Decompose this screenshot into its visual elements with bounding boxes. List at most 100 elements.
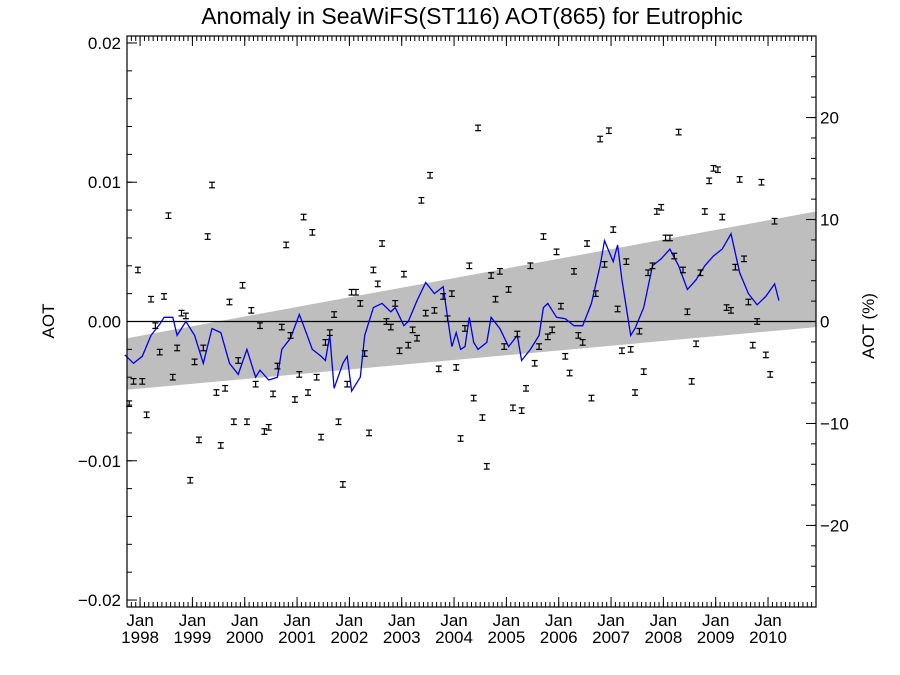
anomaly-point-109 bbox=[597, 135, 604, 143]
anomaly-point-84 bbox=[488, 272, 495, 279]
anomaly-point-147 bbox=[762, 351, 769, 359]
y2-tick-label: −10 bbox=[820, 414, 849, 433]
anomaly-point-17 bbox=[195, 436, 202, 444]
anomaly-point-20 bbox=[209, 181, 216, 189]
x-tick-year: 2000 bbox=[226, 628, 264, 647]
anomaly-point-91 bbox=[518, 407, 525, 415]
x-tick-year: 2010 bbox=[749, 628, 787, 647]
anomaly-point-79 bbox=[466, 262, 473, 270]
anomaly-point-86 bbox=[496, 267, 503, 275]
anomaly-point-115 bbox=[623, 258, 630, 265]
anomaly-point-34 bbox=[270, 390, 277, 398]
anomaly-point-50 bbox=[339, 481, 346, 488]
anomaly-point-32 bbox=[261, 428, 268, 435]
x-tick-month: Jan bbox=[597, 611, 624, 630]
anomaly-point-65 bbox=[405, 341, 412, 349]
x-tick-year: 2006 bbox=[540, 628, 578, 647]
anomaly-point-108 bbox=[592, 290, 599, 298]
anomaly-point-129 bbox=[684, 308, 691, 316]
anomaly-point-27 bbox=[239, 281, 246, 289]
anomaly-point-138 bbox=[723, 304, 730, 311]
anomaly-point-29 bbox=[248, 306, 255, 314]
x-tick-year: 2001 bbox=[278, 628, 316, 647]
x-axis: Jan1998Jan1999Jan2000Jan2001Jan2002Jan20… bbox=[121, 36, 817, 647]
anomaly-point-38 bbox=[287, 332, 294, 339]
anomaly-point-61 bbox=[387, 323, 394, 331]
anomaly-point-100 bbox=[557, 302, 564, 310]
anomaly-point-107 bbox=[588, 394, 595, 402]
x-tick-month: Jan bbox=[336, 611, 363, 630]
anomaly-point-99 bbox=[553, 248, 560, 256]
anomaly-point-70 bbox=[427, 171, 434, 179]
anomaly-point-72 bbox=[435, 365, 442, 373]
anomaly-point-103 bbox=[570, 267, 577, 275]
anomaly-point-62 bbox=[392, 300, 399, 307]
anomaly-point-67 bbox=[413, 334, 420, 342]
anomaly-point-127 bbox=[675, 128, 682, 136]
y-axis-right: −20 −10 0 10 20 bbox=[806, 35, 849, 608]
x-tick-year: 2009 bbox=[697, 628, 735, 647]
x-tick-month: Jan bbox=[283, 611, 310, 630]
anomaly-point-9 bbox=[161, 293, 168, 300]
anomaly-point-96 bbox=[540, 233, 547, 240]
y2-tick-label: 0 bbox=[820, 313, 829, 332]
x-tick-year: 2003 bbox=[383, 628, 421, 647]
anomaly-point-23 bbox=[222, 384, 229, 392]
x-tick-month: Jan bbox=[388, 611, 415, 630]
trend-band bbox=[127, 211, 816, 390]
anomaly-point-87 bbox=[501, 343, 508, 350]
anomaly-points-layer bbox=[126, 124, 778, 488]
anomaly-point-6 bbox=[147, 295, 154, 303]
anomaly-point-19 bbox=[204, 233, 211, 240]
anomaly-point-71 bbox=[431, 306, 438, 314]
anomaly-point-146 bbox=[758, 178, 765, 186]
chart-title: Anomaly in SeaWiFS(ST116) AOT(865) for E… bbox=[201, 3, 743, 29]
anomaly-point-118 bbox=[636, 327, 643, 335]
anomaly-point-122 bbox=[653, 208, 660, 215]
anomaly-point-35 bbox=[274, 362, 281, 370]
anomaly-point-116 bbox=[627, 345, 634, 353]
anomaly-point-95 bbox=[536, 343, 543, 350]
anomaly-point-53 bbox=[352, 288, 359, 296]
anomaly-point-66 bbox=[409, 326, 416, 334]
anomaly-point-43 bbox=[309, 228, 316, 236]
anomaly-point-41 bbox=[300, 213, 307, 221]
anomaly-point-76 bbox=[453, 364, 460, 371]
anomaly-point-36 bbox=[278, 323, 285, 331]
anomaly-point-13 bbox=[178, 309, 185, 317]
anomaly-point-55 bbox=[361, 350, 368, 357]
anomaly-point-97 bbox=[544, 333, 551, 341]
anomaly-point-64 bbox=[400, 270, 407, 278]
anomaly-point-21 bbox=[213, 389, 220, 396]
anomaly-point-102 bbox=[566, 369, 573, 377]
anomaly-point-16 bbox=[191, 358, 198, 366]
anomaly-point-145 bbox=[754, 318, 761, 325]
anomaly-point-51 bbox=[344, 380, 351, 388]
x-tick-year: 2008 bbox=[644, 628, 682, 647]
y2-tick-label: 10 bbox=[820, 211, 839, 230]
anomaly-point-142 bbox=[741, 255, 748, 263]
anomaly-point-121 bbox=[649, 262, 656, 270]
anomaly-point-82 bbox=[479, 414, 486, 421]
anomaly-point-135 bbox=[710, 164, 717, 172]
anomaly-point-12 bbox=[174, 344, 181, 352]
anomaly-point-8 bbox=[156, 348, 163, 356]
anomaly-point-93 bbox=[527, 262, 534, 270]
anomaly-point-42 bbox=[304, 389, 311, 396]
anomaly-point-111 bbox=[605, 127, 612, 135]
anomaly-point-123 bbox=[658, 203, 665, 211]
anomaly-point-144 bbox=[749, 341, 756, 349]
anomaly-point-105 bbox=[579, 339, 586, 346]
trend-band-layer bbox=[127, 211, 816, 390]
anomaly-point-75 bbox=[448, 290, 455, 298]
anomaly-point-4 bbox=[139, 378, 146, 385]
anomaly-point-128 bbox=[679, 266, 686, 274]
anomaly-point-80 bbox=[470, 394, 477, 402]
anomaly-point-126 bbox=[671, 252, 678, 260]
x-tick-month: Jan bbox=[231, 611, 258, 630]
y-tick-label: 0.02 bbox=[88, 34, 121, 53]
anomaly-point-7 bbox=[152, 322, 159, 330]
anomaly-point-101 bbox=[562, 352, 569, 360]
anomaly-point-132 bbox=[697, 269, 704, 277]
